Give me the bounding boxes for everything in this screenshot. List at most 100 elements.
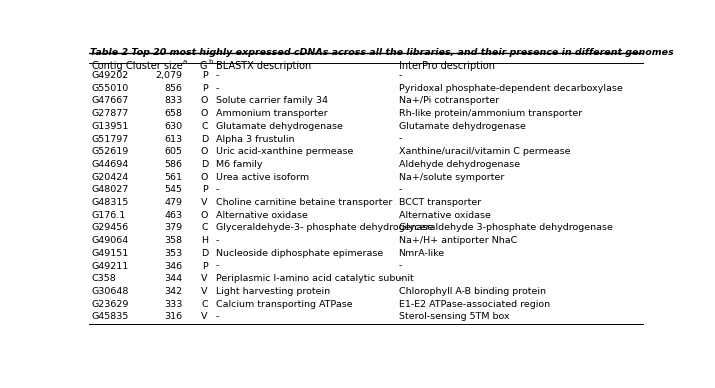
- Text: P: P: [202, 84, 207, 93]
- Text: O: O: [201, 147, 208, 156]
- Text: O: O: [201, 97, 208, 106]
- Text: G27877: G27877: [92, 109, 129, 118]
- Text: 856: 856: [164, 84, 182, 93]
- Text: -: -: [216, 185, 219, 194]
- Text: H: H: [201, 236, 208, 245]
- Text: G45835: G45835: [92, 312, 129, 321]
- Text: O: O: [201, 211, 208, 220]
- Text: V: V: [202, 287, 208, 296]
- Text: G49151: G49151: [92, 249, 129, 258]
- Text: V: V: [202, 274, 208, 283]
- Text: M6 family: M6 family: [216, 160, 262, 169]
- Text: V: V: [202, 312, 208, 321]
- Text: -: -: [398, 274, 402, 283]
- Text: Na+/solute symporter: Na+/solute symporter: [398, 173, 504, 182]
- Text: G55010: G55010: [92, 84, 129, 93]
- Text: b: b: [208, 59, 212, 64]
- Text: BLASTX description: BLASTX description: [216, 61, 311, 71]
- Text: G49064: G49064: [92, 236, 129, 245]
- Text: Solute carrier family 34: Solute carrier family 34: [216, 97, 327, 106]
- Text: G47667: G47667: [92, 97, 129, 106]
- Text: Alternative oxidase: Alternative oxidase: [398, 211, 490, 220]
- Text: G51797: G51797: [92, 135, 129, 144]
- Text: -: -: [398, 71, 402, 80]
- Text: G29456: G29456: [92, 223, 129, 232]
- Text: Periplasmic l-amino acid catalytic subunit: Periplasmic l-amino acid catalytic subun…: [216, 274, 413, 283]
- Text: -: -: [398, 262, 402, 270]
- Text: C358: C358: [92, 274, 117, 283]
- Text: -: -: [216, 71, 219, 80]
- Text: Ammonium transporter: Ammonium transporter: [216, 109, 327, 118]
- Text: D: D: [201, 160, 208, 169]
- Text: O: O: [201, 173, 208, 182]
- Text: C: C: [202, 122, 208, 131]
- Text: C: C: [202, 300, 208, 308]
- Text: 605: 605: [164, 147, 182, 156]
- Text: G44694: G44694: [92, 160, 129, 169]
- Text: -: -: [216, 84, 219, 93]
- Text: 344: 344: [164, 274, 182, 283]
- Text: Urea active isoform: Urea active isoform: [216, 173, 309, 182]
- Text: Calcium transporting ATPase: Calcium transporting ATPase: [216, 300, 352, 308]
- Text: G49211: G49211: [92, 262, 129, 270]
- Text: Glyceraldehyde 3-phosphate dehydrogenase: Glyceraldehyde 3-phosphate dehydrogenase: [398, 223, 613, 232]
- Text: G23629: G23629: [92, 300, 129, 308]
- Text: G: G: [199, 61, 207, 71]
- Text: 358: 358: [164, 236, 182, 245]
- Text: 316: 316: [164, 312, 182, 321]
- Text: 561: 561: [164, 173, 182, 182]
- Text: -: -: [398, 135, 402, 144]
- Text: G48315: G48315: [92, 198, 129, 207]
- Text: 346: 346: [164, 262, 182, 270]
- Text: G176.1: G176.1: [92, 211, 126, 220]
- Text: P: P: [202, 185, 207, 194]
- Text: Alpha 3 frustulin: Alpha 3 frustulin: [216, 135, 294, 144]
- Text: 479: 479: [164, 198, 182, 207]
- Text: Aldehyde dehydrogenase: Aldehyde dehydrogenase: [398, 160, 520, 169]
- Text: 586: 586: [164, 160, 182, 169]
- Text: G30648: G30648: [92, 287, 129, 296]
- Text: Pyridoxal phosphate-dependent decarboxylase: Pyridoxal phosphate-dependent decarboxyl…: [398, 84, 622, 93]
- Text: G48027: G48027: [92, 185, 129, 194]
- Text: Chlorophyll A-B binding protein: Chlorophyll A-B binding protein: [398, 287, 546, 296]
- Text: BCCT transporter: BCCT transporter: [398, 198, 480, 207]
- Text: D: D: [201, 135, 208, 144]
- Text: P: P: [202, 262, 207, 270]
- Text: G52619: G52619: [92, 147, 129, 156]
- Text: Na+/Pi cotransporter: Na+/Pi cotransporter: [398, 97, 499, 106]
- Text: 353: 353: [164, 249, 182, 258]
- Text: InterPro description: InterPro description: [398, 61, 495, 71]
- Text: 333: 333: [164, 300, 182, 308]
- Text: Choline carnitine betaine transporter: Choline carnitine betaine transporter: [216, 198, 392, 207]
- Text: 658: 658: [164, 109, 182, 118]
- Text: NmrA-like: NmrA-like: [398, 249, 445, 258]
- Text: Light harvesting protein: Light harvesting protein: [216, 287, 330, 296]
- Text: G49202: G49202: [92, 71, 129, 80]
- Text: 342: 342: [164, 287, 182, 296]
- Text: Sterol-sensing 5TM box: Sterol-sensing 5TM box: [398, 312, 509, 321]
- Text: -: -: [216, 312, 219, 321]
- Text: Nucleoside diphosphate epimerase: Nucleoside diphosphate epimerase: [216, 249, 383, 258]
- Text: Xanthine/uracil/vitamin C permease: Xanthine/uracil/vitamin C permease: [398, 147, 570, 156]
- Text: 613: 613: [164, 135, 182, 144]
- Text: Table 2 Top 20 most highly expressed cDNAs across all the libraries, and their p: Table 2 Top 20 most highly expressed cDN…: [91, 48, 674, 57]
- Text: P: P: [202, 71, 207, 80]
- Text: O: O: [201, 109, 208, 118]
- Text: Alternative oxidase: Alternative oxidase: [216, 211, 307, 220]
- Text: G13951: G13951: [92, 122, 129, 131]
- Text: 630: 630: [164, 122, 182, 131]
- Text: 833: 833: [164, 97, 182, 106]
- Text: Glutamate dehydrogenase: Glutamate dehydrogenase: [216, 122, 342, 131]
- Text: Cluster size: Cluster size: [126, 61, 182, 71]
- Text: a: a: [183, 59, 187, 64]
- Text: -: -: [216, 236, 219, 245]
- Text: Glyceraldehyde-3- phosphate dehydrogenase: Glyceraldehyde-3- phosphate dehydrogenas…: [216, 223, 433, 232]
- Text: 463: 463: [164, 211, 182, 220]
- Text: C: C: [202, 223, 208, 232]
- Text: Uric acid-xanthine permease: Uric acid-xanthine permease: [216, 147, 353, 156]
- Text: D: D: [201, 249, 208, 258]
- Text: V: V: [202, 198, 208, 207]
- Text: Glutamate dehydrogenase: Glutamate dehydrogenase: [398, 122, 526, 131]
- Text: E1-E2 ATPase-associated region: E1-E2 ATPase-associated region: [398, 300, 550, 308]
- Text: 545: 545: [164, 185, 182, 194]
